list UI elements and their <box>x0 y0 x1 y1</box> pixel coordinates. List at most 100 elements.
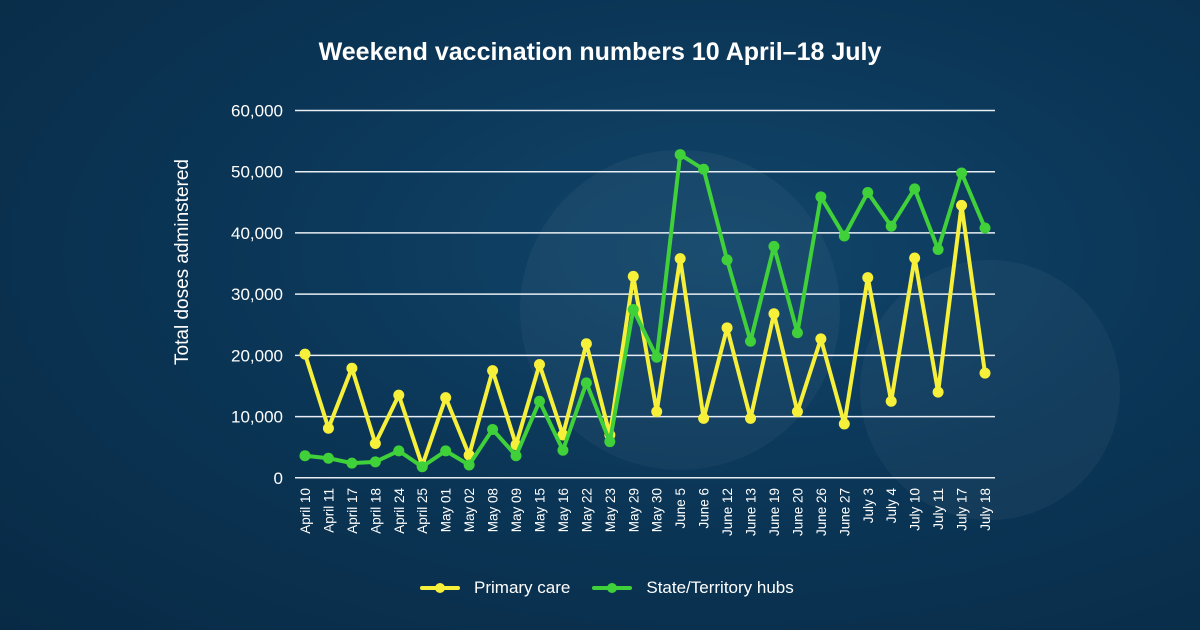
x-tick-label: May 23 <box>603 488 618 532</box>
x-tick-label: May 09 <box>509 488 524 532</box>
data-point[interactable] <box>463 459 475 471</box>
data-point[interactable] <box>346 362 358 374</box>
data-point[interactable] <box>885 395 897 407</box>
x-tick-label: July 11 <box>931 488 946 530</box>
data-point[interactable] <box>604 436 616 448</box>
data-point[interactable] <box>440 445 452 457</box>
data-point[interactable] <box>745 412 757 424</box>
data-point[interactable] <box>768 308 780 320</box>
data-point[interactable] <box>885 220 897 232</box>
data-point[interactable] <box>862 187 874 199</box>
data-point[interactable] <box>815 333 827 345</box>
x-tick-label: April 25 <box>415 488 430 534</box>
data-point[interactable] <box>393 445 405 457</box>
y-tick-label: 60,000 <box>231 102 283 121</box>
x-tick-label: April 18 <box>368 488 383 534</box>
data-point[interactable] <box>627 270 639 282</box>
data-point[interactable] <box>745 335 757 347</box>
data-point[interactable] <box>416 461 428 473</box>
chart-title: Weekend vaccination numbers 10 April–18 … <box>318 38 882 66</box>
data-point[interactable] <box>956 167 968 179</box>
x-tick-label: May 29 <box>626 488 641 532</box>
data-point[interactable] <box>698 412 710 424</box>
y-axis-label: Total doses adminstered <box>172 159 193 365</box>
x-tick-label: June 5 <box>673 488 688 529</box>
data-point[interactable] <box>674 149 686 161</box>
data-point[interactable] <box>487 365 499 377</box>
data-point[interactable] <box>627 303 639 315</box>
data-point[interactable] <box>791 406 803 418</box>
x-tick-label: July 10 <box>908 488 923 531</box>
legend-marker-state-territory-hubs <box>592 583 633 593</box>
data-point[interactable] <box>862 272 874 284</box>
data-point[interactable] <box>346 457 358 469</box>
data-point[interactable] <box>487 423 499 435</box>
data-point[interactable] <box>721 322 733 334</box>
y-tick-label: 10,000 <box>231 408 283 427</box>
data-point[interactable] <box>322 422 334 434</box>
data-point[interactable] <box>299 348 311 360</box>
data-point[interactable] <box>909 252 921 264</box>
x-tick-label: June 27 <box>837 488 852 536</box>
x-tick-label: June 20 <box>790 488 805 536</box>
data-point[interactable] <box>440 392 452 404</box>
y-tick-label: 0 <box>274 469 283 488</box>
legend-label: State/Territory hubs <box>646 578 794 597</box>
series-line <box>303 203 987 468</box>
data-point[interactable] <box>369 456 381 468</box>
data-point[interactable] <box>557 444 569 456</box>
legend-item-primary-care[interactable]: Primary care <box>420 578 570 598</box>
x-tick-label: May 02 <box>462 488 477 532</box>
series-state-territory-hubs <box>299 149 991 473</box>
data-point[interactable] <box>533 359 545 371</box>
data-point[interactable] <box>838 418 850 430</box>
data-point[interactable] <box>932 386 944 398</box>
y-tick-label: 40,000 <box>231 224 283 243</box>
data-point[interactable] <box>979 222 991 234</box>
data-point[interactable] <box>815 191 827 203</box>
data-point[interactable] <box>510 450 522 462</box>
data-point[interactable] <box>580 377 592 389</box>
x-tick-label: April 24 <box>392 488 407 534</box>
x-tick-label: May 16 <box>556 488 571 532</box>
x-tick-label: April 17 <box>345 488 360 534</box>
data-point[interactable] <box>533 395 545 407</box>
background-vial <box>860 260 1120 520</box>
x-tick-label: May 22 <box>579 488 594 532</box>
data-point[interactable] <box>768 240 780 252</box>
x-tick-label: July 17 <box>955 488 970 531</box>
data-point[interactable] <box>651 351 663 363</box>
legend-marker-primary-care <box>420 583 460 593</box>
data-point[interactable] <box>322 452 334 464</box>
data-point[interactable] <box>674 253 686 265</box>
data-point[interactable] <box>956 199 968 211</box>
data-point[interactable] <box>721 254 733 266</box>
y-tick-label: 50,000 <box>231 163 283 182</box>
data-point[interactable] <box>979 367 991 379</box>
data-point[interactable] <box>580 338 592 350</box>
x-tick-label: June 19 <box>767 488 782 536</box>
x-tick-label: May 15 <box>532 488 547 532</box>
data-point[interactable] <box>791 327 803 339</box>
data-point[interactable] <box>909 183 921 195</box>
data-point[interactable] <box>932 243 944 255</box>
y-tick-label: 30,000 <box>231 285 283 304</box>
x-tick-label: June 26 <box>814 488 829 536</box>
data-point[interactable] <box>651 406 663 418</box>
legend-item-state-territory-hubs[interactable]: State/Territory hubs <box>592 578 794 598</box>
legend: Primary care State/Territory hubs <box>420 578 794 598</box>
data-point[interactable] <box>299 450 311 462</box>
data-point[interactable] <box>838 230 850 242</box>
x-tick-label: July 18 <box>978 488 993 531</box>
x-tick-label: July 4 <box>884 488 899 524</box>
y-tick-label: 20,000 <box>231 346 283 365</box>
data-point[interactable] <box>698 163 710 175</box>
x-tick-label: May 01 <box>439 488 454 532</box>
x-tick-label: April 11 <box>321 488 336 533</box>
data-point[interactable] <box>393 389 405 401</box>
x-tick-label: June 6 <box>697 488 712 529</box>
x-tick-label: May 08 <box>486 488 501 532</box>
x-tick-label: May 30 <box>650 488 665 532</box>
data-point[interactable] <box>369 438 381 450</box>
